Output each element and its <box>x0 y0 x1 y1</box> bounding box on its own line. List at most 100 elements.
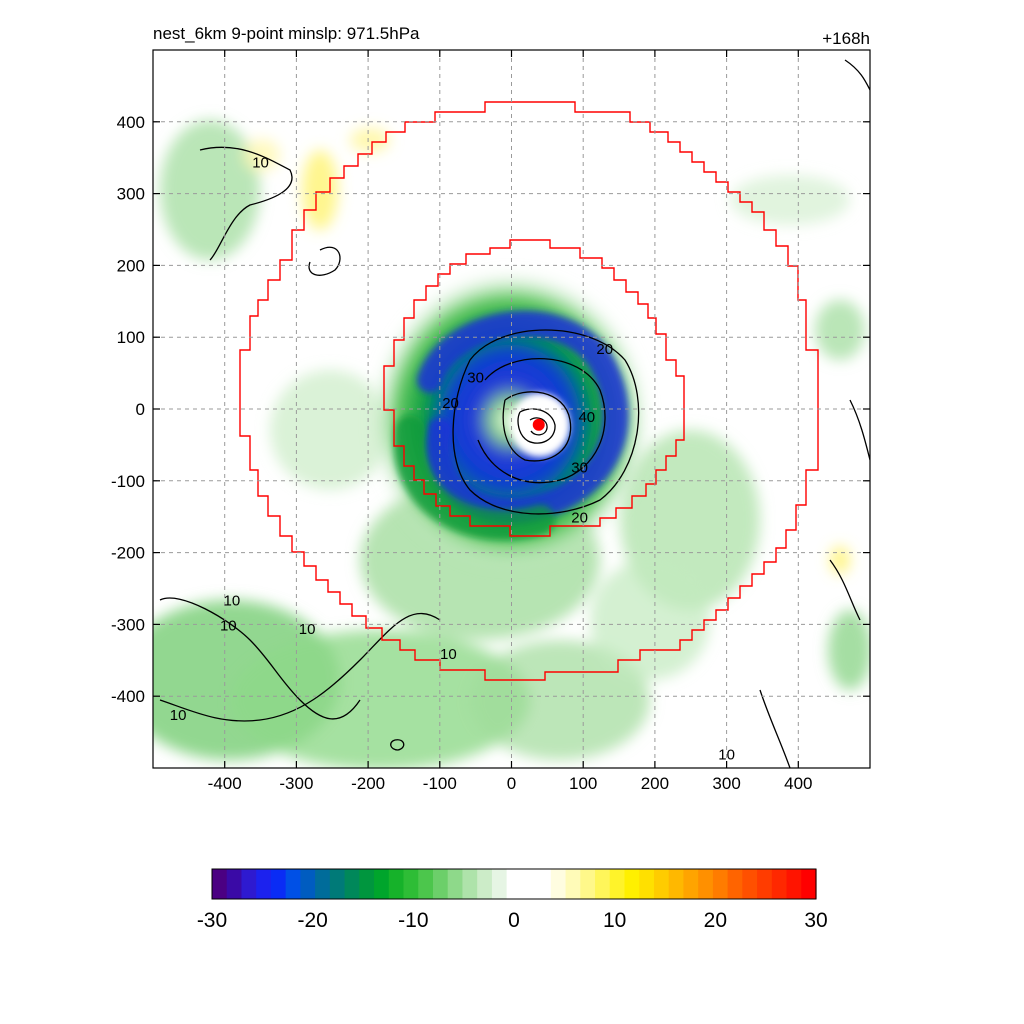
x-tick-label: -400 <box>208 774 242 793</box>
field-patch <box>270 370 390 490</box>
colorbar-swatch <box>712 869 729 899</box>
colorbar-tick-label: -30 <box>197 909 227 932</box>
x-tick-label: -200 <box>351 774 385 793</box>
field-patch <box>160 120 260 260</box>
field-patch <box>590 560 710 680</box>
colorbar-swatch <box>388 869 405 899</box>
y-tick-label: 0 <box>136 400 145 419</box>
contour-label: 10 <box>170 707 187 724</box>
colorbar-swatch <box>374 869 390 899</box>
colorbar-swatch <box>300 869 316 899</box>
contour-line <box>477 357 606 484</box>
colorbar-swatch <box>432 869 449 899</box>
contour-label: 20 <box>571 510 588 527</box>
colorbar-swatch <box>285 869 301 899</box>
contour-label: 10 <box>220 617 237 634</box>
x-tick-label: 200 <box>641 774 669 793</box>
colorbar-swatch <box>359 869 375 899</box>
contour-label: 30 <box>571 459 588 476</box>
contour-label: 10 <box>224 592 241 609</box>
x-axis: -400 -300 -200 -100 0 100 200 300 400 <box>208 50 812 793</box>
colorbar-swatch <box>668 869 685 899</box>
storm-center-marker <box>532 418 545 431</box>
contour-line <box>844 59 870 91</box>
contour-line <box>829 559 861 621</box>
colorbar-swatch <box>624 869 640 899</box>
x-tick-label: -300 <box>279 774 313 793</box>
contour-label: 10 <box>718 747 735 764</box>
field-patch <box>230 630 530 768</box>
nest-boundaries <box>239 101 819 681</box>
colorbar-tick-label: 20 <box>704 909 727 932</box>
y-tick-label: -100 <box>111 472 145 491</box>
x-tick-label: 0 <box>507 774 516 793</box>
colorbar-swatch <box>329 869 346 899</box>
field-patch <box>830 546 850 574</box>
inner-nest-boundary <box>383 239 685 537</box>
colorbar: -30 -20 -10 0 10 20 30 <box>197 868 828 932</box>
contour-label: 20 <box>442 395 459 412</box>
spiral-band <box>417 310 629 524</box>
field-patch <box>302 150 338 230</box>
y-axis: 400 300 200 100 0 -100 -200 -300 -400 <box>111 113 870 706</box>
y-tick-label: 100 <box>117 328 145 347</box>
colorbar-tick-label: -10 <box>398 909 428 932</box>
x-tick-label: 300 <box>712 774 740 793</box>
contour-label: 30 <box>467 370 484 387</box>
y-tick-label: -200 <box>111 544 145 563</box>
colorbar-swatch <box>477 869 493 899</box>
contour-labels: 10 20 30 20 40 30 20 10 10 10 10 10 10 <box>170 154 735 764</box>
colorbar-swatch <box>418 869 434 899</box>
contour-line <box>502 391 572 462</box>
colorbar-swatch <box>801 869 817 899</box>
colorbar-swatch <box>241 869 257 899</box>
field-patch <box>470 640 650 760</box>
colorbar-swatch <box>226 869 243 899</box>
colorbar-swatch <box>212 869 228 899</box>
contour-line <box>529 417 548 436</box>
contour-label: 10 <box>252 154 269 171</box>
colorbar-swatch <box>757 869 773 899</box>
y-tick-label: -400 <box>111 687 145 706</box>
colorbar-swatch <box>742 869 758 899</box>
colorbar-swatch <box>580 869 596 899</box>
spiral-band <box>394 415 555 541</box>
contour-label: 10 <box>299 621 316 638</box>
field-patch <box>244 139 280 171</box>
colorbar-swatch <box>771 869 788 899</box>
contour-line <box>517 408 556 444</box>
colorbar-swatch <box>462 869 478 899</box>
y-tick-label: -300 <box>111 615 145 634</box>
plot-area: 10 20 30 20 40 30 20 10 10 10 10 10 10 <box>153 50 870 768</box>
colorbar-swatch <box>698 869 714 899</box>
colorbar-tick-label: 30 <box>804 909 827 932</box>
colorbar-swatch <box>653 869 670 899</box>
field-patch <box>350 128 390 152</box>
colorbar-swatch <box>536 869 552 899</box>
colorbar-swatch <box>403 869 419 899</box>
colorbar-swatch <box>506 869 522 899</box>
x-tick-label: -100 <box>423 774 457 793</box>
colorbar-swatch <box>609 869 626 899</box>
contour-line <box>199 146 293 261</box>
contour-line <box>849 399 870 461</box>
contour-label: 20 <box>596 341 613 358</box>
colorbar-swatch <box>256 869 272 899</box>
contour-line <box>759 689 791 768</box>
contour-line <box>159 613 441 722</box>
colorbar-swatch <box>270 869 287 899</box>
colorbar-frame <box>211 868 817 900</box>
colorbar-swatch <box>344 869 360 899</box>
outer-nest-boundary <box>239 101 819 681</box>
colorbar-swatch <box>683 869 699 899</box>
x-tick-label: 100 <box>569 774 597 793</box>
cyclone-shading <box>370 270 650 570</box>
colorbar-tick-label: -20 <box>297 909 327 932</box>
colorbar-swatch <box>565 869 581 899</box>
contour-label: 10 <box>440 646 457 663</box>
colorbar-swatch <box>786 869 802 899</box>
colorbar-tick-label: 10 <box>603 909 626 932</box>
contour-line <box>308 246 341 276</box>
colorbar-swatch <box>447 869 464 899</box>
